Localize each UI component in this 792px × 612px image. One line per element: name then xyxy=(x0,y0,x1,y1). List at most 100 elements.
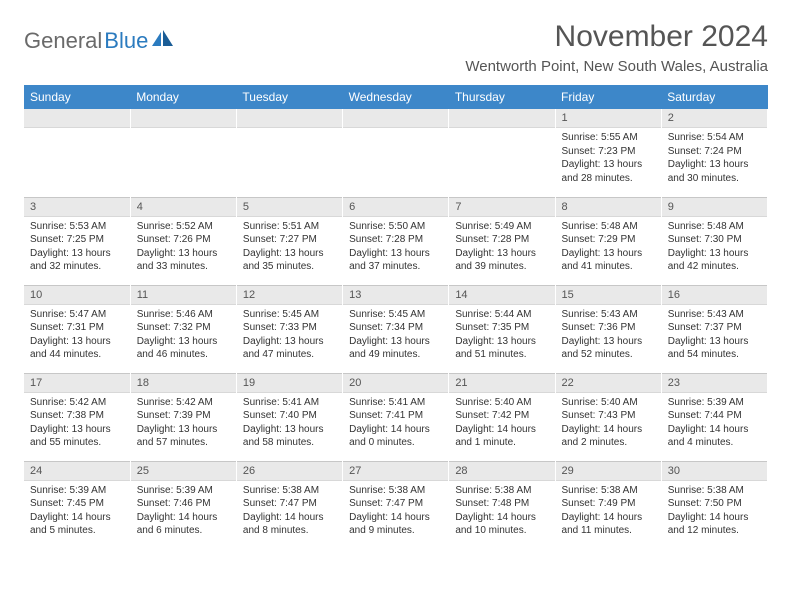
calendar-cell: 27Sunrise: 5:38 AMSunset: 7:47 PMDayligh… xyxy=(343,461,449,549)
day-details: Sunrise: 5:42 AMSunset: 7:38 PMDaylight:… xyxy=(24,393,130,456)
calendar-cell: 11Sunrise: 5:46 AMSunset: 7:32 PMDayligh… xyxy=(130,285,236,373)
day-number: 20 xyxy=(343,374,448,393)
day-number: 3 xyxy=(24,198,130,217)
daylight-text: Daylight: 14 hours and 1 minute. xyxy=(455,423,548,450)
day-details: Sunrise: 5:45 AMSunset: 7:33 PMDaylight:… xyxy=(237,305,342,368)
daylight-text: Daylight: 13 hours and 46 minutes. xyxy=(137,335,230,362)
daylight-text: Daylight: 13 hours and 28 minutes. xyxy=(562,158,655,185)
sunrise-text: Sunrise: 5:41 AM xyxy=(349,396,442,410)
sunset-text: Sunset: 7:28 PM xyxy=(349,233,442,247)
day-details: Sunrise: 5:42 AMSunset: 7:39 PMDaylight:… xyxy=(131,393,236,456)
weekday-header: Saturday xyxy=(661,85,767,109)
sunset-text: Sunset: 7:30 PM xyxy=(668,233,761,247)
sunset-text: Sunset: 7:28 PM xyxy=(455,233,548,247)
sunset-text: Sunset: 7:46 PM xyxy=(137,497,230,511)
sunrise-text: Sunrise: 5:45 AM xyxy=(349,308,442,322)
calendar-cell: 17Sunrise: 5:42 AMSunset: 7:38 PMDayligh… xyxy=(24,373,130,461)
sunrise-text: Sunrise: 5:41 AM xyxy=(243,396,336,410)
day-details: Sunrise: 5:48 AMSunset: 7:29 PMDaylight:… xyxy=(556,217,661,280)
sunset-text: Sunset: 7:24 PM xyxy=(668,145,761,159)
daylight-text: Daylight: 14 hours and 2 minutes. xyxy=(562,423,655,450)
sunset-text: Sunset: 7:39 PM xyxy=(137,409,230,423)
day-number: 16 xyxy=(662,286,767,305)
brand-logo: GeneralBlue xyxy=(24,20,174,54)
day-number: 21 xyxy=(449,374,554,393)
day-number xyxy=(449,109,554,128)
day-details: Sunrise: 5:55 AMSunset: 7:23 PMDaylight:… xyxy=(556,128,661,191)
day-number: 28 xyxy=(449,462,554,481)
day-details: Sunrise: 5:40 AMSunset: 7:43 PMDaylight:… xyxy=(556,393,661,456)
calendar-week-row: 17Sunrise: 5:42 AMSunset: 7:38 PMDayligh… xyxy=(24,373,768,461)
sunrise-text: Sunrise: 5:39 AM xyxy=(668,396,761,410)
sunset-text: Sunset: 7:32 PM xyxy=(137,321,230,335)
calendar-cell: 19Sunrise: 5:41 AMSunset: 7:40 PMDayligh… xyxy=(236,373,342,461)
calendar-cell: 7Sunrise: 5:49 AMSunset: 7:28 PMDaylight… xyxy=(449,197,555,285)
day-number: 18 xyxy=(131,374,236,393)
sunrise-text: Sunrise: 5:38 AM xyxy=(349,484,442,498)
sunrise-text: Sunrise: 5:47 AM xyxy=(30,308,124,322)
day-details: Sunrise: 5:39 AMSunset: 7:44 PMDaylight:… xyxy=(662,393,767,456)
day-number: 11 xyxy=(131,286,236,305)
sunrise-text: Sunrise: 5:42 AM xyxy=(137,396,230,410)
day-number xyxy=(24,109,130,128)
day-number xyxy=(343,109,448,128)
sunrise-text: Sunrise: 5:40 AM xyxy=(455,396,548,410)
calendar-cell: 20 Sunrise: 5:41 AMSunset: 7:41 PMDayligh… xyxy=(343,373,449,461)
sunset-text: Sunset: 7:37 PM xyxy=(668,321,761,335)
calendar-cell: 12Sunrise: 5:45 AMSunset: 7:33 PMDayligh… xyxy=(236,285,342,373)
sunrise-text: Sunrise: 5:54 AM xyxy=(668,131,761,145)
calendar-cell: 18Sunrise: 5:42 AMSunset: 7:39 PMDayligh… xyxy=(130,373,236,461)
brand-part2: Blue xyxy=(104,28,148,54)
sunrise-text: Sunrise: 5:49 AM xyxy=(455,220,548,234)
calendar-cell: 25Sunrise: 5:39 AMSunset: 7:46 PMDayligh… xyxy=(130,461,236,549)
day-details: Sunrise: 5:38 AMSunset: 7:50 PMDaylight:… xyxy=(662,481,767,544)
sunset-text: Sunset: 7:44 PM xyxy=(668,409,761,423)
day-details: Sunrise: 5:51 AMSunset: 7:27 PMDaylight:… xyxy=(237,217,342,280)
day-details: Sunrise: 5:38 AMSunset: 7:47 PMDaylight:… xyxy=(237,481,342,544)
calendar-table: Sunday Monday Tuesday Wednesday Thursday… xyxy=(24,85,768,549)
day-details: Sunrise: 5:40 AMSunset: 7:42 PMDaylight:… xyxy=(449,393,554,456)
daylight-text: Daylight: 13 hours and 35 minutes. xyxy=(243,247,336,274)
day-details: Sunrise: 5:43 AMSunset: 7:36 PMDaylight:… xyxy=(556,305,661,368)
sunset-text: Sunset: 7:29 PM xyxy=(562,233,655,247)
sunset-text: Sunset: 7:47 PM xyxy=(243,497,336,511)
calendar-cell: 13Sunrise: 5:45 AMSunset: 7:34 PMDayligh… xyxy=(343,285,449,373)
weekday-header-row: Sunday Monday Tuesday Wednesday Thursday… xyxy=(24,85,768,109)
calendar-cell: 16Sunrise: 5:43 AMSunset: 7:37 PMDayligh… xyxy=(661,285,767,373)
sunrise-text: Sunrise: 5:43 AM xyxy=(668,308,761,322)
sunset-text: Sunset: 7:35 PM xyxy=(455,321,548,335)
daylight-text: Daylight: 13 hours and 39 minutes. xyxy=(455,247,548,274)
sunset-text: Sunset: 7:45 PM xyxy=(30,497,124,511)
daylight-text: Daylight: 14 hours and 11 minutes. xyxy=(562,511,655,538)
day-number: 30 xyxy=(662,462,767,481)
sunset-text: Sunset: 7:43 PM xyxy=(562,409,655,423)
day-number: 25 xyxy=(131,462,236,481)
sunset-text: Sunset: 7:27 PM xyxy=(243,233,336,247)
calendar-week-row: 1Sunrise: 5:55 AMSunset: 7:23 PMDaylight… xyxy=(24,109,768,197)
weekday-header: Thursday xyxy=(449,85,555,109)
daylight-text: Daylight: 14 hours and 4 minutes. xyxy=(668,423,761,450)
day-number: 14 xyxy=(449,286,554,305)
header-row: GeneralBlue November 2024 xyxy=(24,20,768,54)
sunrise-text: Sunrise: 5:53 AM xyxy=(30,220,124,234)
sunrise-text: Sunrise: 5:43 AM xyxy=(562,308,655,322)
daylight-text: Daylight: 13 hours and 42 minutes. xyxy=(668,247,761,274)
day-details: Sunrise: 5:39 AMSunset: 7:45 PMDaylight:… xyxy=(24,481,130,544)
sunset-text: Sunset: 7:41 PM xyxy=(349,409,442,423)
daylight-text: Daylight: 14 hours and 10 minutes. xyxy=(455,511,548,538)
weekday-header: Monday xyxy=(130,85,236,109)
location-subtitle: Wentworth Point, New South Wales, Austra… xyxy=(24,58,768,75)
calendar-cell: 21Sunrise: 5:40 AMSunset: 7:42 PMDayligh… xyxy=(449,373,555,461)
day-details: Sunrise: 5:43 AMSunset: 7:37 PMDaylight:… xyxy=(662,305,767,368)
calendar-cell xyxy=(24,109,130,197)
daylight-text: Daylight: 13 hours and 33 minutes. xyxy=(137,247,230,274)
sunset-text: Sunset: 7:25 PM xyxy=(30,233,124,247)
daylight-text: Daylight: 13 hours and 49 minutes. xyxy=(349,335,442,362)
daylight-text: Daylight: 14 hours and 9 minutes. xyxy=(349,511,442,538)
weekday-header: Tuesday xyxy=(236,85,342,109)
daylight-text: Daylight: 14 hours and 0 minutes. xyxy=(349,423,442,450)
calendar-cell: 15Sunrise: 5:43 AMSunset: 7:36 PMDayligh… xyxy=(555,285,661,373)
day-number: 9 xyxy=(662,198,767,217)
daylight-text: Daylight: 14 hours and 6 minutes. xyxy=(137,511,230,538)
day-details: Sunrise: 5:49 AMSunset: 7:28 PMDaylight:… xyxy=(449,217,554,280)
